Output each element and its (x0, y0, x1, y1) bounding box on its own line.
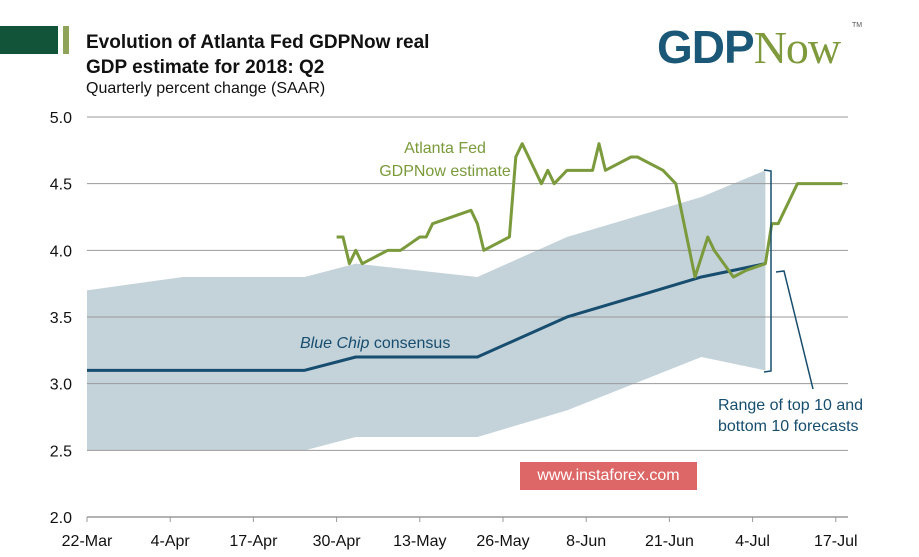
range-label-2: bottom 10 forecasts (718, 418, 859, 435)
bluechip-label-italic: Blue Chip (300, 335, 369, 352)
x-tick-label: 4-Jul (735, 533, 770, 550)
y-tick-label: 2.5 (50, 443, 72, 460)
x-tick-label: 21-Jun (645, 533, 694, 550)
y-tick-label: 4.5 (50, 177, 72, 194)
x-tick-label: 17-Apr (229, 533, 278, 550)
accent-bar (63, 26, 69, 54)
title-line-1: Evolution of Atlanta Fed GDPNow real (86, 32, 430, 53)
y-tick-label: 5.0 (50, 110, 72, 127)
chart-subtitle: Quarterly percent change (SAAR) (86, 80, 326, 97)
x-tick-label: 13-May (393, 533, 446, 550)
chart-title: Evolution of Atlanta Fed GDPNow real GDP … (86, 30, 429, 80)
gdpnow-line (336, 142, 843, 279)
gdpnow-label-2: GDPNow estimate (379, 163, 511, 180)
gdpnow-label-1: Atlanta Fed (404, 140, 486, 157)
y-tick-label: 4.0 (50, 243, 72, 260)
bluechip-label: Blue Chip consensus (300, 335, 450, 352)
x-tick-label: 4-Apr (151, 533, 191, 550)
x-tick-label: 17-Jul (814, 533, 858, 550)
x-tick-label: 22-Mar (62, 533, 113, 550)
brand-bar (0, 26, 58, 54)
gdpnow-logo: GDPNow (657, 21, 841, 73)
x-tick-label: 26-May (476, 533, 529, 550)
range-pointer-line (775, 270, 814, 390)
forecast-range-band (87, 170, 766, 451)
watermark: www.instaforex.com (520, 462, 697, 490)
range-bracket (763, 169, 772, 373)
bluechip-line (87, 262, 766, 372)
bluechip-label-rest: consensus (369, 335, 450, 352)
logo-trademark: TM (852, 22, 863, 29)
x-tick-label: 30-Apr (313, 533, 362, 550)
range-label-1: Range of top 10 and (718, 397, 863, 414)
title-line-2: GDP estimate for 2018: Q2 (86, 57, 325, 78)
y-tick-label: 2.0 (50, 510, 72, 527)
x-tick-label: 8-Jun (566, 533, 606, 550)
y-tick-label: 3.0 (50, 377, 72, 394)
y-tick-label: 3.5 (50, 310, 72, 327)
